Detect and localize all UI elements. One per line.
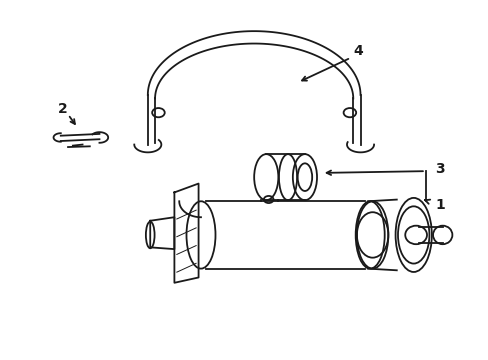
Text: 1: 1 xyxy=(435,198,444,212)
Text: 2: 2 xyxy=(58,102,68,116)
Text: 4: 4 xyxy=(352,44,362,58)
Text: 3: 3 xyxy=(435,162,444,176)
